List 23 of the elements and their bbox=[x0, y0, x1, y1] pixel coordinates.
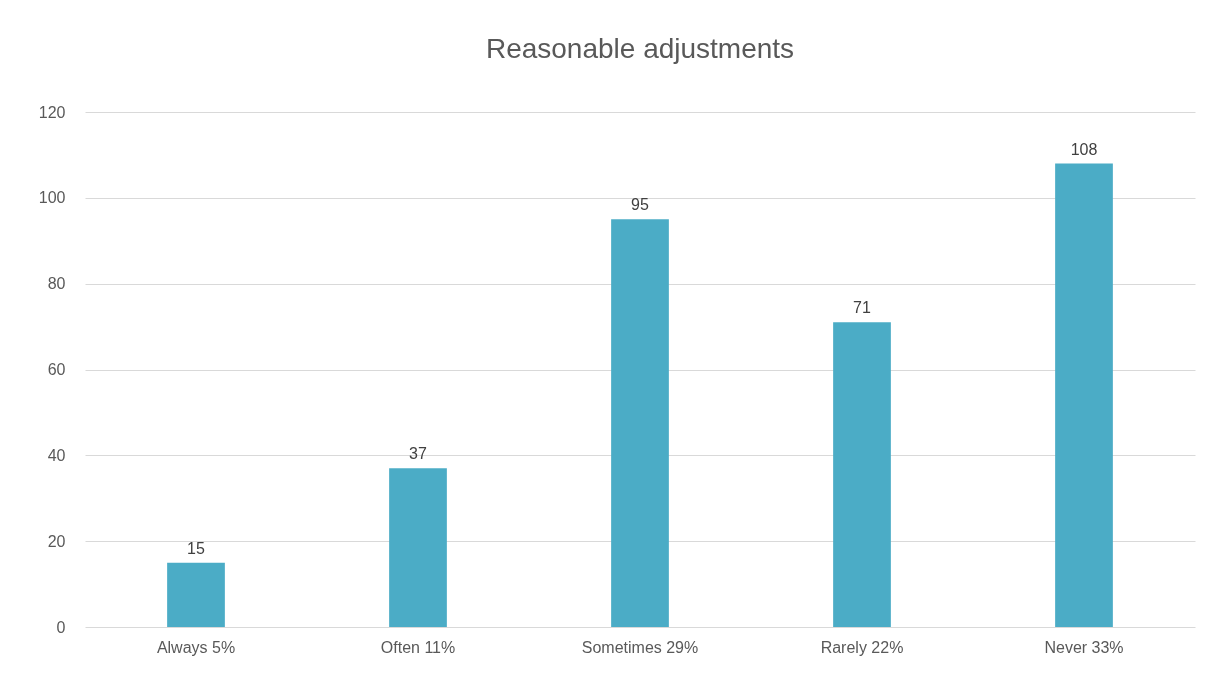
data-label: 37 bbox=[409, 445, 427, 463]
x-tick-label: Always 5% bbox=[156, 638, 236, 656]
y-tick-label: 60 bbox=[47, 361, 66, 378]
bar bbox=[167, 562, 225, 627]
bar bbox=[833, 322, 891, 627]
y-tick-label: 40 bbox=[47, 446, 66, 464]
data-label: 15 bbox=[187, 539, 205, 557]
y-tick-label: 120 bbox=[38, 103, 66, 121]
chart-title: Reasonable adjustments bbox=[485, 33, 795, 64]
data-label: 71 bbox=[853, 299, 871, 317]
x-tick-label: Rarely 22% bbox=[820, 638, 904, 656]
data-label: 95 bbox=[631, 196, 649, 214]
bar bbox=[1055, 163, 1113, 627]
data-label: 108 bbox=[1070, 140, 1098, 158]
y-tick-label: 20 bbox=[47, 532, 66, 550]
bar bbox=[389, 468, 447, 627]
y-tick-label: 100 bbox=[38, 189, 66, 207]
y-tick-label: 80 bbox=[47, 275, 66, 293]
x-tick-label: Never 33% bbox=[1044, 638, 1124, 656]
bar bbox=[611, 219, 669, 627]
x-tick-label: Often 11% bbox=[380, 638, 456, 656]
x-tick-label: Sometimes 29% bbox=[581, 638, 699, 656]
y-tick-label: 0 bbox=[56, 618, 66, 636]
